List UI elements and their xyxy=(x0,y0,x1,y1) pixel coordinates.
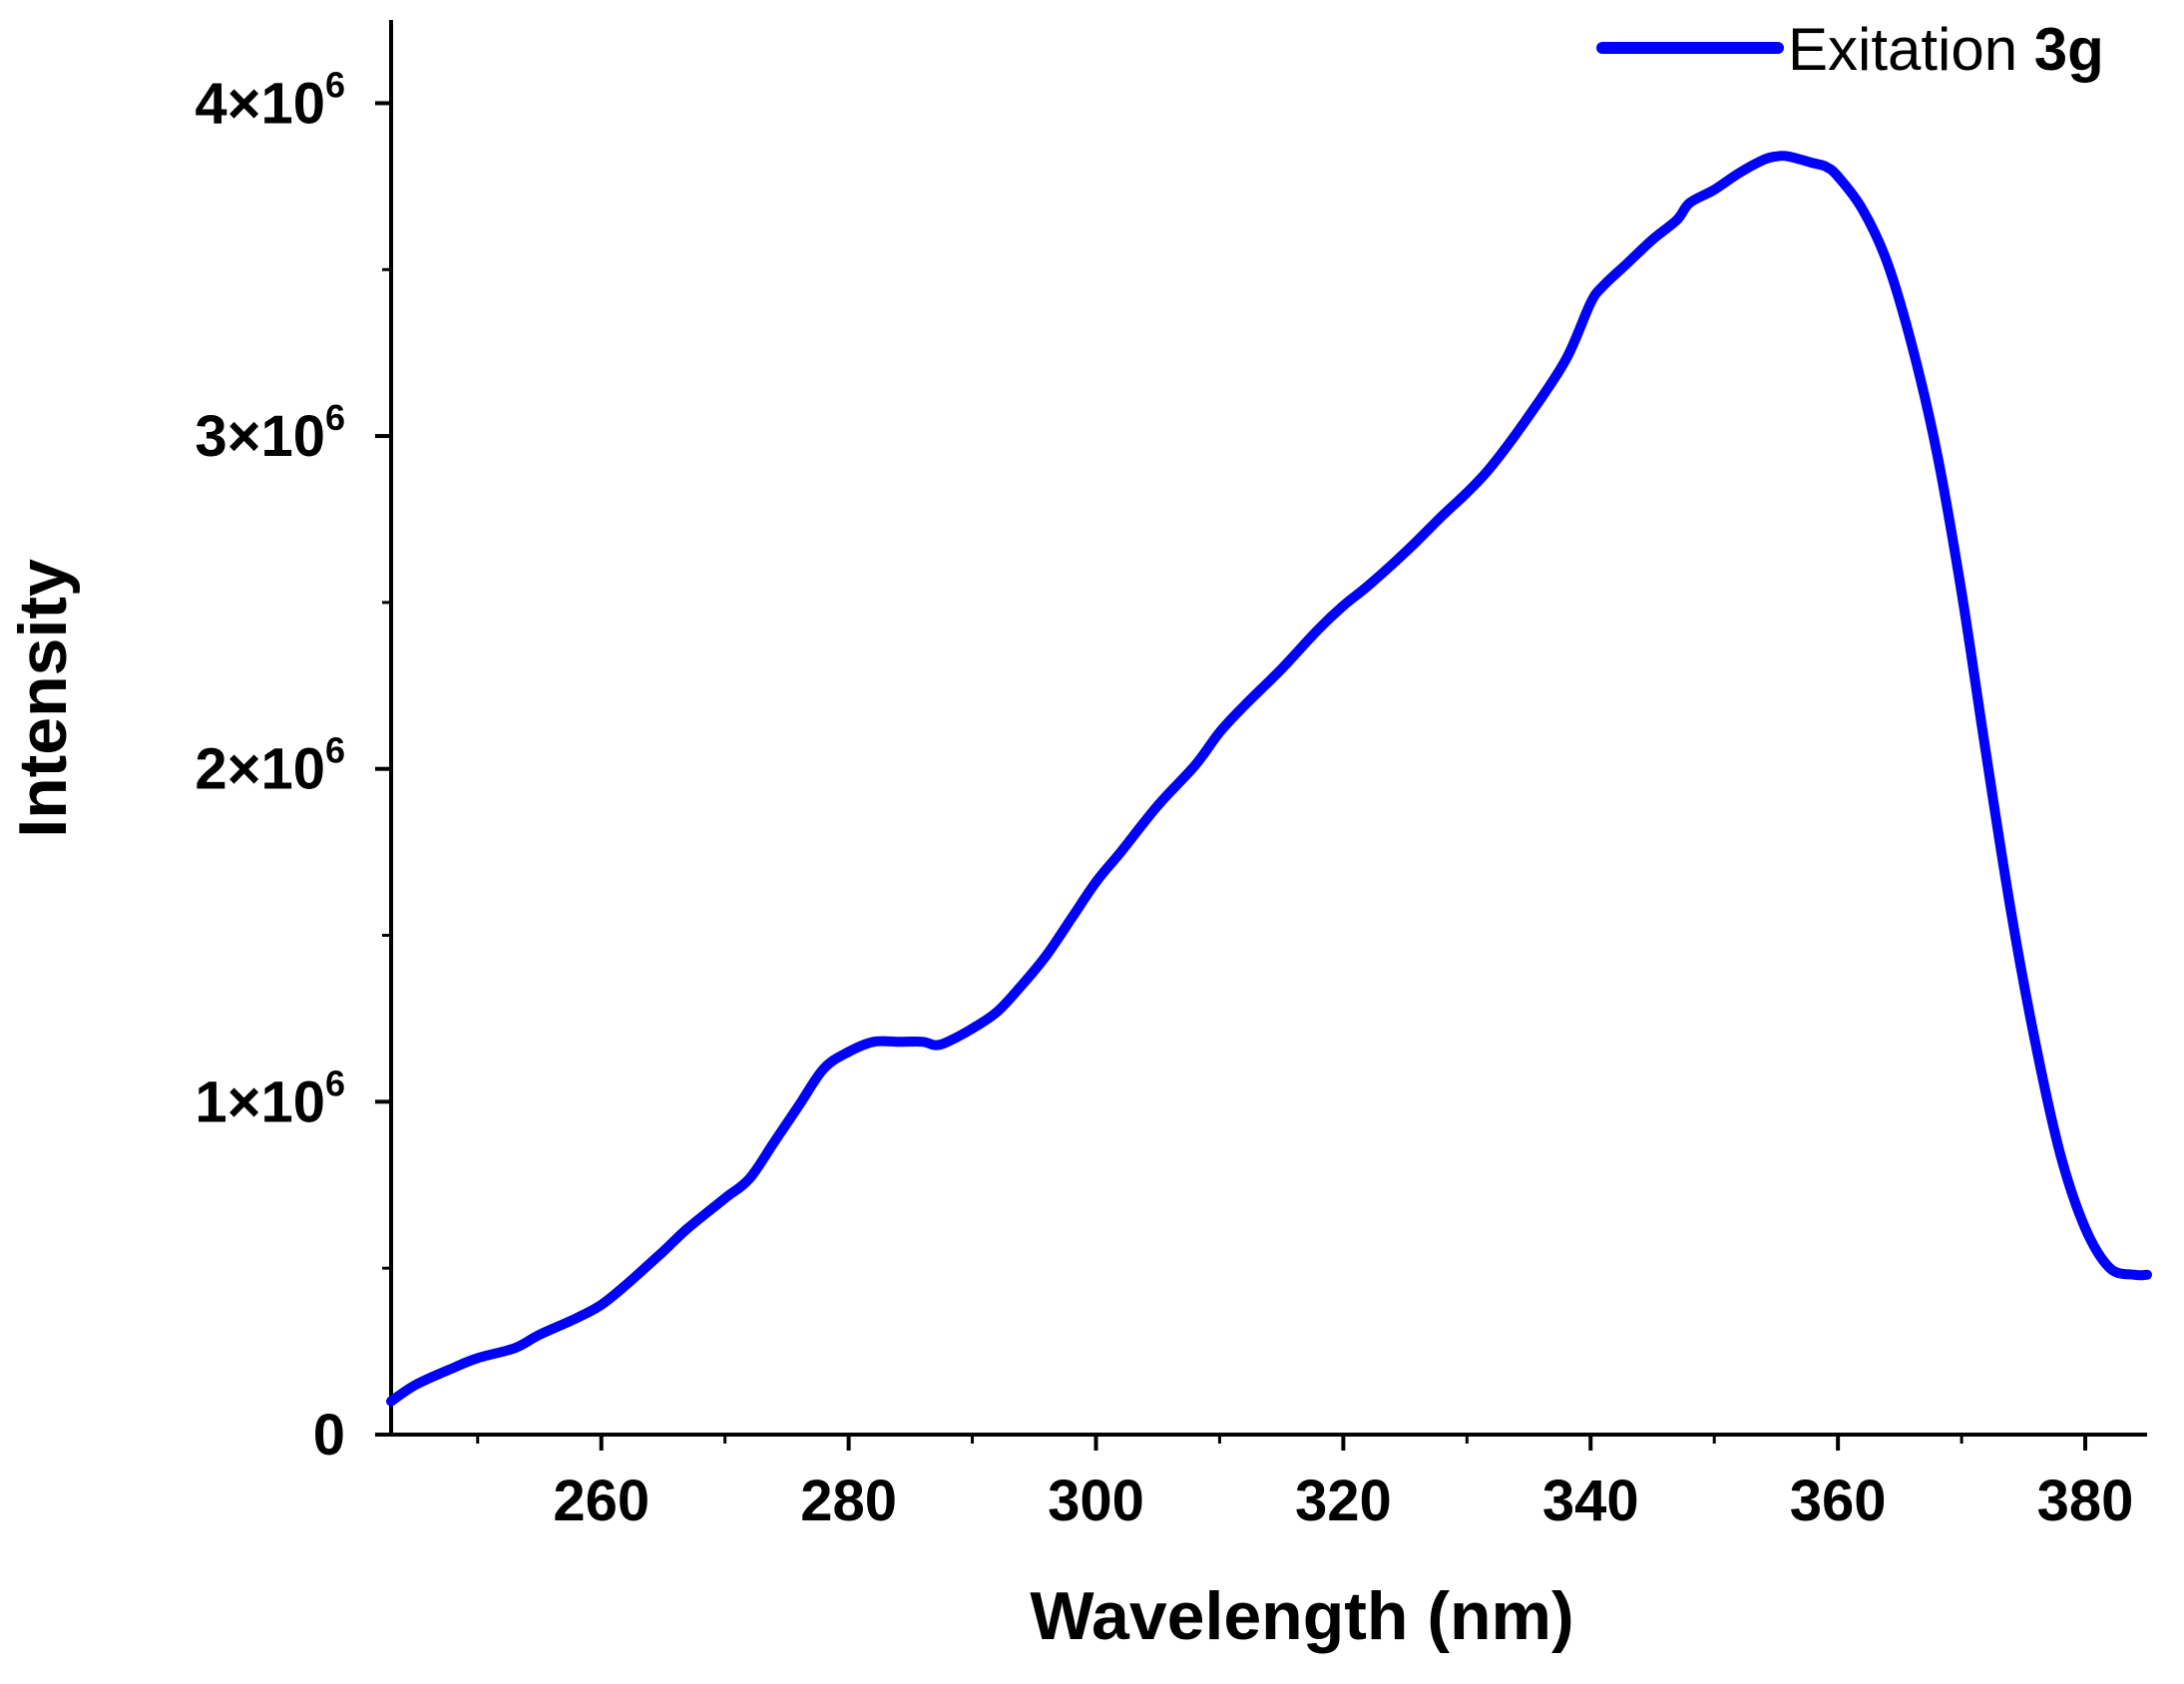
series-layer xyxy=(386,151,2152,1407)
x-tick-label: 320 xyxy=(1295,1469,1392,1533)
x-tick-label: 300 xyxy=(1048,1469,1144,1533)
x-tick-label: 380 xyxy=(2037,1469,2134,1533)
series-line xyxy=(386,151,2152,1407)
y-axis-title: Intensity xyxy=(5,559,81,838)
y-tick-label: 2×106 xyxy=(195,730,345,802)
x-tick-label: 260 xyxy=(553,1469,650,1533)
x-tick-label: 340 xyxy=(1542,1469,1639,1533)
y-tick-label: 1×106 xyxy=(195,1062,345,1134)
ticks: 260 280 300 320 340 360 380 0 1×106 2×106 3×106 4×1… xyxy=(195,64,2133,1533)
axes xyxy=(389,20,2147,1437)
x-axis-title: Wavelength (nm) xyxy=(1030,1578,1573,1654)
y-tick-label: 0 xyxy=(313,1403,345,1468)
legend: Exitation 3g xyxy=(1596,16,2104,83)
y-tick-label: 4×106 xyxy=(195,64,345,136)
x-tick-label: 360 xyxy=(1790,1469,1887,1533)
legend-label: Exitation 3g xyxy=(1788,16,2104,83)
x-tick-label: 280 xyxy=(800,1469,897,1533)
y-tick-label: 3×106 xyxy=(195,397,345,469)
